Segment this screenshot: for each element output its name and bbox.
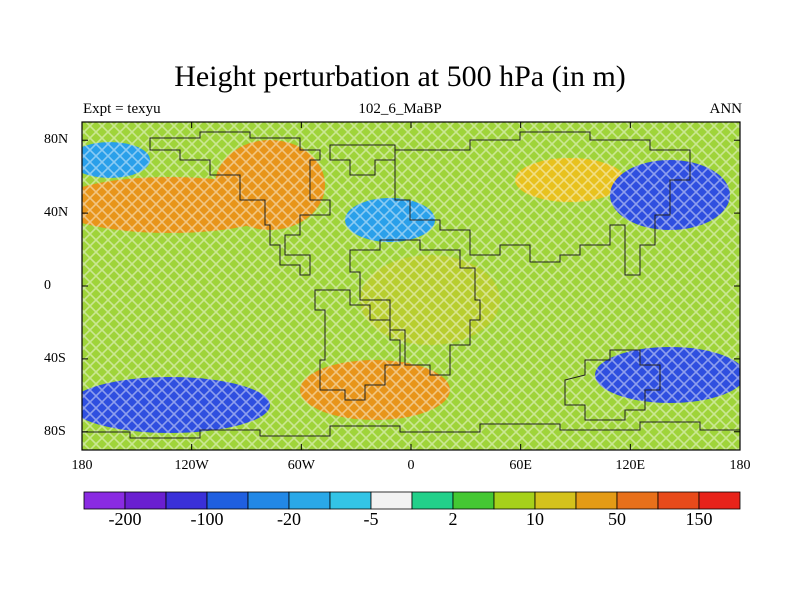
- colorbar-box: [329, 491, 372, 510]
- height-field: [82, 122, 740, 450]
- crosshatch-overlay: [82, 122, 740, 450]
- colorbar-box: [616, 491, 659, 510]
- colorbar-label: 50: [608, 509, 626, 529]
- colorbar-box: [83, 491, 126, 510]
- colorbar-label: 10: [526, 509, 544, 529]
- season-label: ANN: [709, 101, 743, 117]
- lon-label: 180: [71, 458, 93, 473]
- colorbar-box: [452, 491, 495, 510]
- colorbar-label: 150: [685, 509, 713, 529]
- lat-label: 40N: [44, 205, 69, 221]
- colorbar-box: [165, 491, 208, 510]
- lon-label: 120E: [615, 458, 646, 473]
- lon-label: 60W: [287, 458, 315, 473]
- lat-label: 80S: [44, 423, 66, 439]
- lat-label: 40S: [44, 350, 66, 366]
- lat-label: 0: [44, 278, 51, 293]
- period-label: 102_6_MaBP: [358, 101, 442, 117]
- colorbar-box: [247, 491, 290, 510]
- colorbar-box: [534, 491, 577, 510]
- colorbar-label: 2: [448, 509, 458, 529]
- colorbar-label: -20: [277, 509, 301, 529]
- coastline-north-america: [149, 131, 331, 276]
- map-title: Height perturbation at 500 hPa (in m): [174, 60, 626, 93]
- experiment-label: Expt = texyu: [83, 101, 161, 117]
- colorbar-box: [411, 491, 454, 510]
- lon-label: 120W: [174, 458, 209, 473]
- lon-label: 0: [407, 458, 415, 473]
- colorbar: [83, 491, 741, 510]
- lon-label: 60E: [509, 458, 532, 473]
- colorbar-label: -5: [363, 509, 379, 529]
- colorbar-label: -100: [190, 509, 224, 529]
- coastlines: [82, 131, 740, 439]
- lat-label: 80N: [44, 132, 69, 148]
- lon-label: 180: [729, 458, 751, 473]
- colorbar-box: [575, 491, 618, 510]
- colorbar-box: [370, 491, 413, 510]
- coastline-eurasia: [394, 131, 691, 276]
- coastline-africa: [349, 239, 481, 376]
- colorbar-box: [657, 491, 700, 510]
- coastline-antarctica: [82, 421, 740, 439]
- colorbar-box: [124, 491, 167, 510]
- colorbar-label: -200: [108, 509, 142, 529]
- coastline-south-america: [314, 289, 401, 401]
- coastline-australia: [564, 349, 661, 421]
- colorbar-box: [493, 491, 536, 510]
- colorbar-box: [698, 491, 741, 510]
- colorbar-box: [288, 491, 331, 510]
- axis-ticks: [81, 122, 741, 450]
- colorbar-box: [206, 491, 249, 510]
